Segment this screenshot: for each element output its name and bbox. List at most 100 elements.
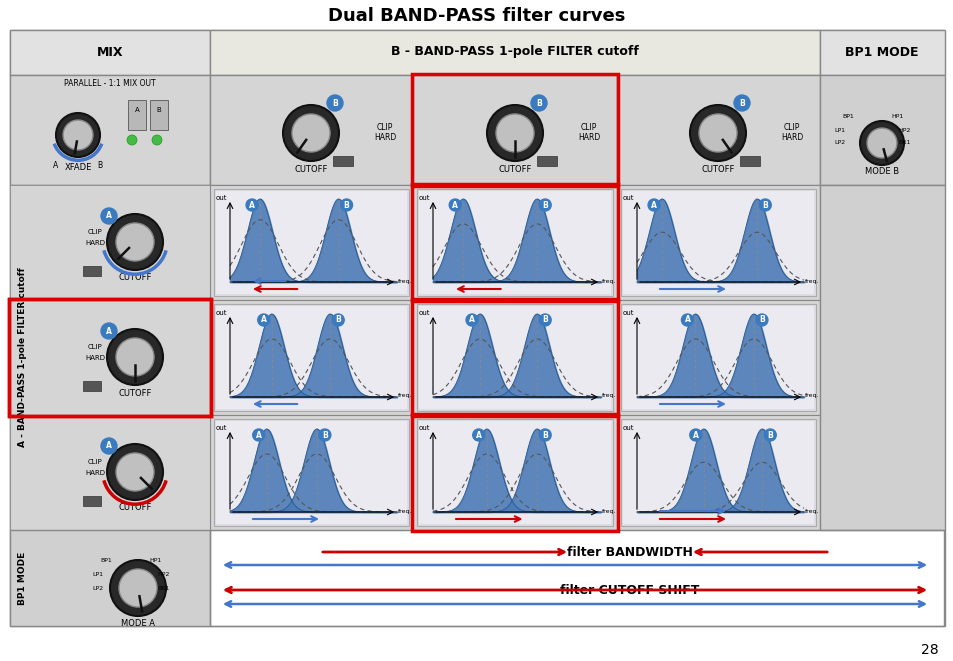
- Bar: [622, 421, 813, 524]
- Text: CUTOFF: CUTOFF: [294, 165, 327, 173]
- Text: HP2: HP2: [157, 572, 170, 576]
- Bar: [418, 421, 610, 524]
- Circle shape: [56, 113, 100, 157]
- Circle shape: [152, 135, 162, 145]
- Bar: [150, 100, 168, 130]
- Text: out: out: [622, 310, 634, 316]
- Circle shape: [116, 453, 153, 491]
- Text: B: B: [759, 315, 764, 325]
- Text: BR1: BR1: [157, 586, 170, 590]
- Text: B: B: [335, 315, 341, 325]
- Circle shape: [340, 199, 353, 211]
- Text: B: B: [156, 107, 161, 113]
- Bar: [413, 300, 617, 415]
- Circle shape: [116, 338, 153, 376]
- Circle shape: [318, 429, 331, 441]
- Bar: [413, 415, 617, 530]
- Text: freq.: freq.: [397, 508, 412, 514]
- Text: A: A: [684, 315, 690, 325]
- Text: CLIP: CLIP: [580, 124, 597, 132]
- Circle shape: [110, 560, 166, 616]
- Bar: [83, 266, 101, 276]
- Text: HARD: HARD: [578, 134, 599, 143]
- Bar: [83, 381, 101, 391]
- Text: A - BAND-PASS 1-pole FILTER cutoff: A - BAND-PASS 1-pole FILTER cutoff: [18, 267, 28, 447]
- Bar: [215, 306, 407, 409]
- Text: BP1: BP1: [841, 114, 853, 120]
- Text: B: B: [739, 98, 744, 108]
- Text: A: A: [106, 327, 112, 336]
- Text: CUTOFF: CUTOFF: [700, 165, 734, 173]
- Text: A: A: [476, 430, 481, 440]
- Bar: [210, 185, 413, 300]
- Bar: [620, 419, 815, 526]
- Bar: [128, 100, 146, 130]
- Text: LP2: LP2: [92, 586, 104, 590]
- Text: Dual BAND-PASS filter curves: Dual BAND-PASS filter curves: [328, 7, 625, 25]
- Bar: [10, 530, 210, 626]
- Text: A: A: [255, 430, 261, 440]
- Text: out: out: [418, 195, 430, 201]
- Bar: [9, 299, 211, 416]
- Circle shape: [733, 95, 749, 111]
- Text: A: A: [249, 200, 254, 210]
- Text: out: out: [418, 425, 430, 431]
- Circle shape: [486, 105, 542, 161]
- Circle shape: [246, 199, 258, 211]
- Text: freq.: freq.: [804, 278, 819, 284]
- Text: freq.: freq.: [397, 393, 412, 399]
- Bar: [740, 156, 760, 166]
- Text: freq.: freq.: [804, 508, 819, 514]
- Text: BR1: BR1: [898, 141, 910, 145]
- Bar: [412, 414, 618, 531]
- Circle shape: [496, 114, 534, 152]
- Text: B: B: [541, 430, 547, 440]
- Text: out: out: [215, 425, 227, 431]
- Circle shape: [127, 135, 137, 145]
- Text: PARALLEL - 1:1 MIX OUT: PARALLEL - 1:1 MIX OUT: [64, 79, 155, 89]
- Text: freq.: freq.: [397, 278, 412, 284]
- Text: B: B: [97, 161, 103, 169]
- Bar: [412, 299, 618, 416]
- Text: CLIP: CLIP: [88, 344, 102, 350]
- Circle shape: [332, 314, 344, 326]
- Bar: [622, 306, 813, 409]
- Bar: [416, 419, 613, 526]
- Circle shape: [647, 199, 659, 211]
- Bar: [617, 300, 820, 415]
- Bar: [215, 421, 407, 524]
- Bar: [210, 75, 413, 185]
- Text: out: out: [215, 310, 227, 316]
- Text: MODE B: MODE B: [864, 167, 898, 176]
- Text: CLIP: CLIP: [88, 229, 102, 235]
- Bar: [213, 419, 409, 526]
- Text: A: A: [260, 315, 267, 325]
- Bar: [412, 74, 618, 186]
- Text: 28: 28: [921, 643, 938, 657]
- Bar: [620, 189, 815, 296]
- Circle shape: [759, 199, 770, 211]
- Circle shape: [859, 121, 903, 165]
- Text: BP1 MODE: BP1 MODE: [844, 46, 918, 59]
- Text: out: out: [215, 195, 227, 201]
- Text: A: A: [53, 161, 58, 169]
- Circle shape: [755, 314, 767, 326]
- Circle shape: [101, 323, 117, 339]
- Text: HP2: HP2: [898, 128, 910, 132]
- Text: B: B: [321, 430, 328, 440]
- Bar: [820, 185, 944, 530]
- Bar: [9, 299, 211, 416]
- Text: B - BAND-PASS 1-pole FILTER cutoff: B - BAND-PASS 1-pole FILTER cutoff: [391, 46, 639, 59]
- Text: HARD: HARD: [85, 240, 105, 246]
- Text: HARD: HARD: [85, 355, 105, 361]
- Circle shape: [689, 105, 745, 161]
- Text: freq.: freq.: [601, 278, 616, 284]
- Circle shape: [763, 429, 776, 441]
- Text: A: A: [134, 107, 139, 113]
- Bar: [333, 156, 353, 166]
- Circle shape: [107, 329, 163, 385]
- Bar: [10, 185, 210, 530]
- Circle shape: [466, 314, 477, 326]
- Text: HARD: HARD: [781, 134, 802, 143]
- Text: CUTOFF: CUTOFF: [118, 389, 152, 397]
